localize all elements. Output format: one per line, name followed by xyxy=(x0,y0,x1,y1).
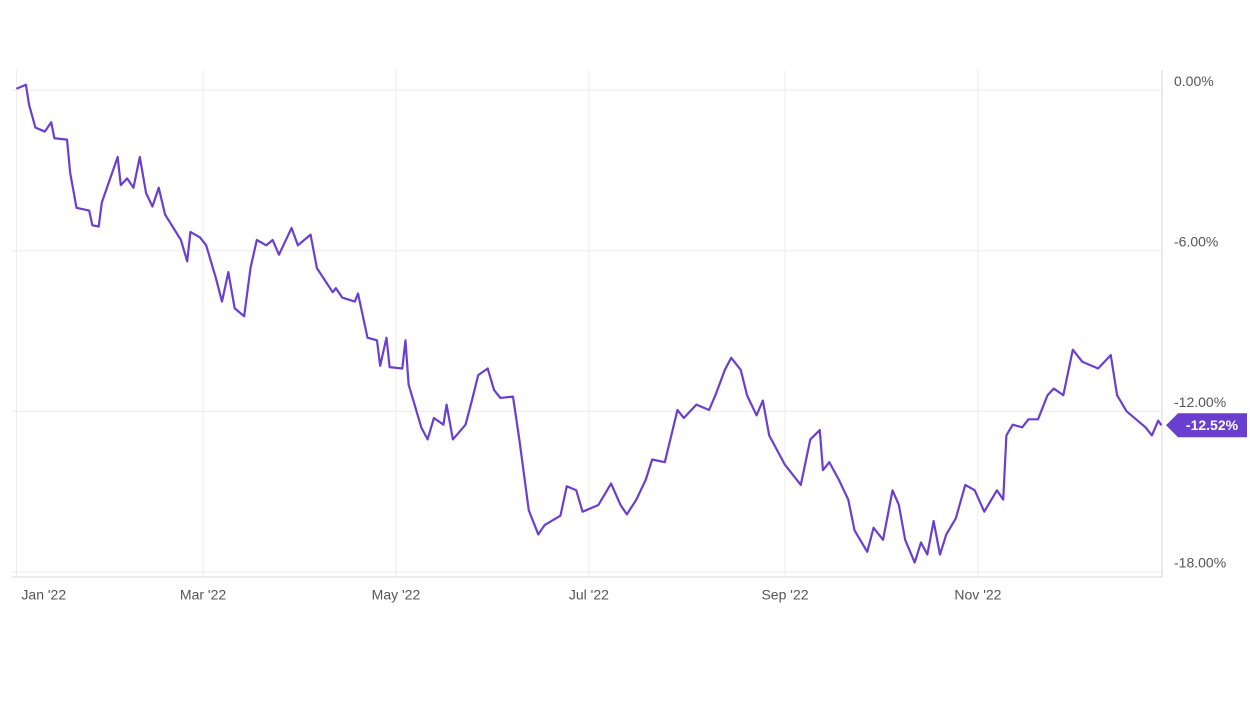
line-series xyxy=(16,83,1163,564)
last-value-label: -12.52% xyxy=(1186,417,1239,433)
last-value-badge xyxy=(1166,413,1247,438)
x-tick-label: Jan '22 xyxy=(21,587,66,603)
y-tick-label: -6.00% xyxy=(1174,233,1218,249)
x-tick-label: Jul '22 xyxy=(569,587,609,603)
x-tick-label: Sep '22 xyxy=(761,587,808,603)
y-tick-label: -12.00% xyxy=(1174,394,1226,410)
x-tick-label: May '22 xyxy=(372,587,421,603)
y-tick-label: -18.00% xyxy=(1174,555,1226,571)
x-tick-label: Nov '22 xyxy=(954,587,1001,603)
x-tick-label: Mar '22 xyxy=(180,587,226,603)
y-tick-label: 0.00% xyxy=(1174,73,1214,89)
